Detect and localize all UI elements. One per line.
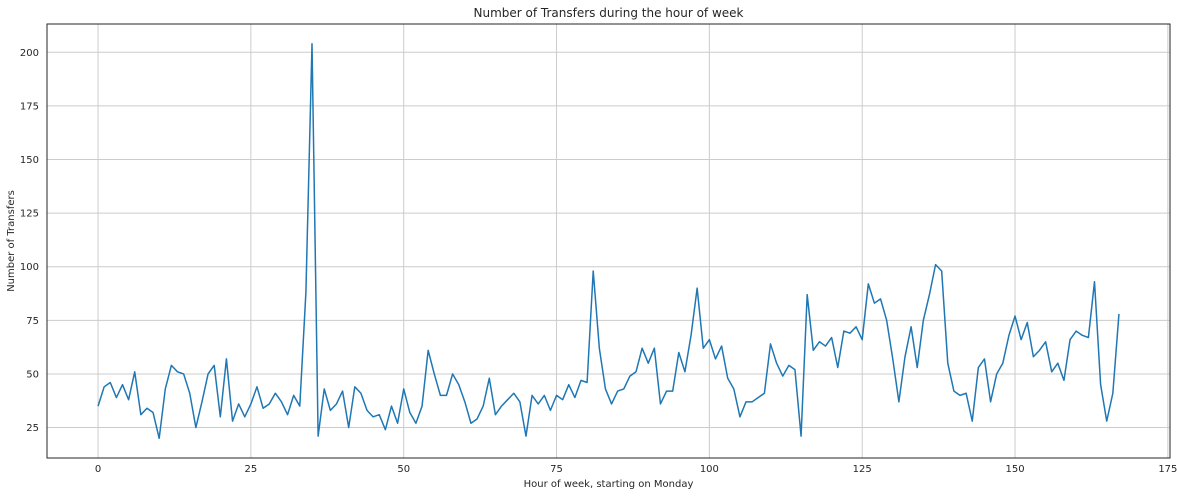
x-tick-label: 75 — [550, 464, 563, 475]
x-tick-label: 150 — [1005, 464, 1024, 475]
x-tick-label: 0 — [95, 464, 101, 475]
y-tick-label: 150 — [20, 155, 39, 166]
series-line — [97, 42, 1120, 440]
series-layer — [97, 42, 1120, 440]
y-tick-label: 200 — [20, 48, 39, 59]
plot-frame — [46, 23, 1171, 459]
y-tick-label: 100 — [20, 262, 39, 273]
y-tick-label: 175 — [20, 101, 39, 112]
x-tick-label: 50 — [397, 464, 410, 475]
x-tick-label: 125 — [853, 464, 872, 475]
y-axis-label: Number of Transfers — [6, 190, 17, 292]
x-tick-label: 175 — [1158, 464, 1177, 475]
x-axis-label: Hour of week, starting on Monday — [524, 479, 694, 490]
grid-layer — [47, 24, 1170, 458]
x-tick-label: 100 — [700, 464, 719, 475]
chart-title: Number of Transfers during the hour of w… — [474, 6, 744, 20]
y-tick-label: 75 — [26, 316, 39, 327]
x-tick-label: 25 — [245, 464, 258, 475]
y-tick-label: 50 — [26, 369, 39, 380]
y-tick-label: 25 — [26, 423, 39, 434]
y-tick-label: 125 — [20, 209, 39, 220]
tick-label-layer: 0 25 50 75 100 125 150 175 25 50 75 100 125 150 175 200 — [20, 48, 1177, 475]
